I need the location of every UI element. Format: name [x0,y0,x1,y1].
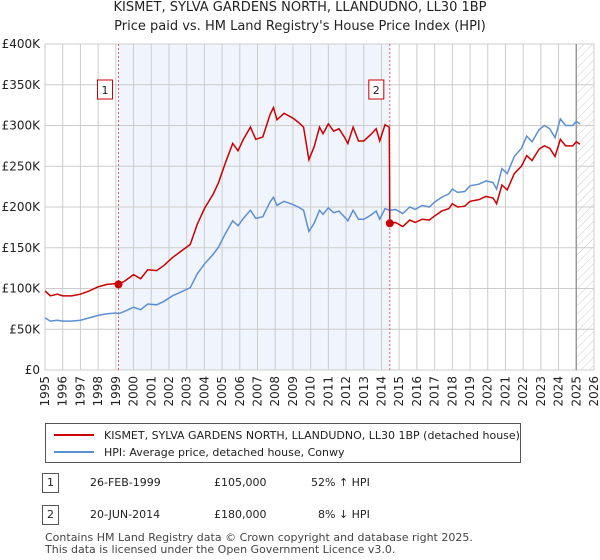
x-tick-label: 1996 [56,376,70,407]
chart-title: KISMET, SYLVA GARDENS NORTH, LLANDUDNO, … [113,0,487,15]
x-tick-label: 2017 [428,376,442,407]
sale-point [114,280,123,289]
plot-border [44,43,595,371]
chart-subtitle: Price paid vs. HM Land Registry's House … [114,19,486,34]
x-tick-label: 1995 [38,376,52,407]
transaction-hpi: 8% ↓ HPI [318,508,370,521]
x-tick-label: 2011 [321,376,335,407]
y-tick-label: £0 [25,363,40,377]
x-tick-label: 2001 [144,376,158,407]
x-tick-label: 2007 [251,376,265,407]
transaction-marker: 2 [42,505,59,525]
marker-label: 2 [373,84,380,97]
x-tick-label: 1998 [91,376,105,407]
x-tick-label: 2009 [286,376,300,407]
legend-label-property: KISMET, SYLVA GARDENS NORTH, LLANDUDNO, … [104,428,520,442]
x-tick-label: 2024 [552,376,566,407]
transaction-hpi: 52% ↑ HPI [311,476,370,489]
marker-box [96,79,113,100]
legend-swatch-blue [54,451,94,453]
x-tick-label: 2004 [197,376,211,407]
y-tick-label: £250K [2,159,42,173]
x-tick-label: 2000 [127,376,141,407]
y-tick-label: £150K [2,241,42,255]
x-tick-label: 2021 [498,376,512,407]
footer-licence: This data is licensed under the Open Gov… [45,543,396,556]
transaction-marker: 1 [42,473,59,493]
transaction-price: £105,000 [214,476,267,489]
x-tick-label: 2025 [569,376,583,407]
x-tick-label: 2002 [162,376,176,407]
x-tick-label: 2023 [534,376,548,407]
y-tick-label: £50K [9,322,41,336]
y-tick-label: £200K [2,200,42,214]
x-tick-label: 2015 [392,376,406,407]
x-tick-label: 1999 [109,376,123,407]
x-tick-label: 2019 [463,376,477,407]
price-chart: 1995 1996 1997 1998 1999 2000 2001 2002 2003 2004… [2,37,600,407]
transaction-row: 1 26-FEB-1999 £105,000 52% ↑ HPI [0,473,600,493]
y-tick-label: £350K [2,78,42,92]
x-tick-label: 2006 [233,376,247,407]
marker-box [368,79,385,100]
x-tick-label: 2026 [587,376,600,407]
price-paid-line [44,105,581,297]
x-tick-label: 1997 [73,376,87,407]
x-tick-label: 2013 [357,376,371,407]
sale-point [385,219,394,228]
x-tick-label: 2022 [516,376,530,407]
x-tick-label: 2003 [180,376,194,407]
x-tick-label: 2010 [304,376,318,407]
transaction-date: 26-FEB-1999 [90,476,161,489]
y-tick-label: £300K [2,119,42,133]
transaction-row: 2 20-JUN-2014 £180,000 8% ↓ HPI [0,505,600,525]
transaction-price: £180,000 [214,508,267,521]
x-tick-label: 2005 [215,376,229,407]
x-tick-label: 2008 [268,376,282,407]
marker-label: 1 [101,84,108,97]
x-tick-label: 2018 [445,376,459,407]
legend-label-hpi: HPI: Average price, detached house, Conw… [104,445,345,459]
x-tick-label: 2016 [410,376,424,407]
legend: KISMET, SYLVA GARDENS NORTH, LLANDUDNO, … [45,423,521,463]
legend-swatch-red [54,434,94,436]
legend-item-hpi: HPI: Average price, detached house, Conw… [54,444,345,460]
x-tick-label: 2020 [481,376,495,407]
y-tick-label: £100K [2,282,42,296]
legend-item-property: KISMET, SYLVA GARDENS NORTH, LLANDUDNO, … [54,427,520,443]
hpi-line [44,117,581,322]
x-tick-label: 2012 [339,376,353,407]
x-tick-label: 2014 [374,376,388,407]
y-tick-label: £400K [2,37,42,51]
footer-copyright: Contains HM Land Registry data © Crown c… [45,531,473,544]
transaction-date: 20-JUN-2014 [90,508,161,521]
